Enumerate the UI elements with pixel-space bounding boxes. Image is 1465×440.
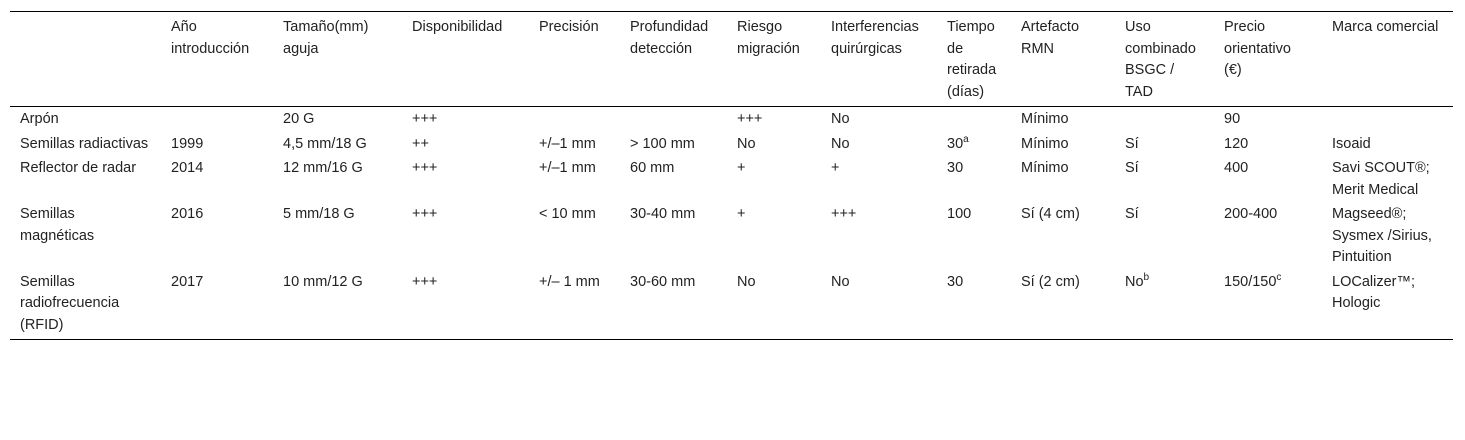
table-header: Año introducción Tamaño(mm) aguja Disponib… bbox=[10, 12, 1453, 107]
table-cell: 4,5 mm/18 G bbox=[283, 135, 367, 152]
table-cell: No bbox=[831, 111, 850, 127]
table-cell: 30a bbox=[937, 131, 1011, 156]
footnote-mark: b bbox=[1143, 271, 1150, 283]
table-cell bbox=[620, 107, 727, 131]
table-row: Arpón 20 G +++ +++ No Mínimo 90 bbox=[10, 107, 1453, 131]
table-cell: > 100 mm bbox=[630, 135, 695, 152]
table-cell: 100 bbox=[947, 206, 972, 222]
table-cell: Savi SCOUT®; Merit Medical bbox=[1332, 160, 1430, 198]
table-cell: 30 bbox=[947, 160, 964, 176]
table-cell: No bbox=[737, 135, 756, 152]
footnote-mark: a bbox=[963, 133, 969, 145]
table-cell: 2017 bbox=[171, 273, 204, 290]
table-cell: Sí bbox=[1125, 206, 1139, 222]
table-cell: 20 G bbox=[283, 111, 315, 127]
table-cell: + bbox=[831, 160, 840, 176]
table-cell: LOCalizer™; Hologic bbox=[1332, 273, 1415, 312]
table-cell: No bbox=[831, 135, 850, 152]
table-cell bbox=[161, 107, 273, 131]
table-cell: 12 mm/16 G bbox=[283, 160, 363, 176]
table-cell: +++ bbox=[412, 206, 438, 222]
header-cell: Interferencias quirúrgicas bbox=[831, 19, 919, 57]
table-row: Semillas radiofrecuencia (RFID) 2017 10 mm… bbox=[10, 269, 1453, 340]
table-cell: 30 bbox=[947, 273, 964, 290]
table-cell: Sí bbox=[1125, 160, 1139, 176]
table-cell: 1999 bbox=[171, 135, 204, 152]
table-body: Arpón 20 G +++ +++ No Mínimo 90 Semillas radiac… bbox=[10, 107, 1453, 340]
table-cell: 10 mm/12 G bbox=[283, 273, 363, 290]
table-cell: ++ bbox=[412, 135, 429, 152]
table-cell: +/–1 mm bbox=[539, 160, 596, 176]
table-cell: 30-60 mm bbox=[630, 273, 696, 290]
table-cell: +/– 1 mm bbox=[539, 273, 600, 290]
comparison-table: Año introducción Tamaño(mm) aguja Disponib… bbox=[10, 11, 1453, 340]
table-cell: Magseed®; Sysmex /Sirius, Pintuition bbox=[1332, 206, 1432, 265]
table-cell: Sí (4 cm) bbox=[1021, 206, 1080, 222]
table-row: Reflector de radar 2014 12 mm/16 G +++ +/–1 … bbox=[10, 155, 1453, 201]
table-cell: + bbox=[737, 160, 746, 176]
header-cell: Tamaño(mm) aguja bbox=[283, 19, 369, 57]
table-cell: +/–1 mm bbox=[539, 135, 596, 152]
header-cell: Riesgo migración bbox=[737, 19, 800, 57]
table-cell: Isoaid bbox=[1332, 135, 1371, 152]
table-cell: 400 bbox=[1224, 160, 1249, 176]
header-cell: Tiempo de retirada (días) bbox=[947, 19, 997, 100]
header-cell: Precisión bbox=[539, 19, 599, 35]
table-cell: Mínimo bbox=[1021, 135, 1069, 152]
table-cell: No bbox=[831, 273, 850, 290]
row-label: Semillas magnéticas bbox=[20, 206, 95, 244]
table-cell: Nob bbox=[1115, 269, 1214, 340]
table-cell: 2014 bbox=[171, 160, 204, 176]
table-cell: 200-400 bbox=[1224, 206, 1278, 222]
table-cell: +++ bbox=[831, 206, 857, 222]
row-label: Reflector de radar bbox=[20, 160, 137, 176]
table-row: Semillas radiactivas 1999 4,5 mm/18 G ++ +/–… bbox=[10, 131, 1453, 156]
header-cell: Marca comercial bbox=[1332, 19, 1439, 35]
row-label: Semillas radiofrecuencia (RFID) bbox=[20, 273, 120, 333]
header-cell: Año introducción bbox=[171, 19, 250, 57]
table-cell: 2016 bbox=[171, 206, 204, 222]
cell-text: 150/150 bbox=[1224, 273, 1277, 290]
row-label: Semillas radiactivas bbox=[20, 135, 149, 152]
table-cell: Mínimo bbox=[1021, 160, 1069, 176]
header-cell bbox=[10, 12, 161, 107]
table-cell: + bbox=[737, 206, 746, 222]
table-cell: Mínimo bbox=[1021, 111, 1069, 127]
table-cell: +++ bbox=[412, 111, 438, 127]
header-cell: Precio orientativo (€) bbox=[1224, 19, 1291, 78]
cell-text: No bbox=[1125, 273, 1144, 290]
table-cell bbox=[1115, 107, 1214, 131]
header-row: Año introducción Tamaño(mm) aguja Disponib… bbox=[10, 12, 1453, 107]
header-cell: Uso combinado BSGC / TAD bbox=[1125, 19, 1196, 100]
table-cell: No bbox=[737, 273, 756, 290]
table-cell bbox=[529, 107, 620, 131]
table-cell: < 10 mm bbox=[539, 206, 596, 222]
table-cell: 60 mm bbox=[630, 160, 675, 176]
table-cell: 120 bbox=[1224, 135, 1249, 152]
header-cell: Artefacto RMN bbox=[1021, 19, 1080, 57]
table-cell: Sí bbox=[1125, 135, 1139, 152]
table-cell bbox=[1322, 107, 1453, 131]
table-row: Semillas magnéticas 2016 5 mm/18 G +++ < 10 … bbox=[10, 201, 1453, 269]
table-cell: 90 bbox=[1224, 111, 1241, 127]
cell-text: 30 bbox=[947, 135, 964, 152]
page: Año introducción Tamaño(mm) aguja Disponib… bbox=[0, 11, 1465, 440]
table-cell: 5 mm/18 G bbox=[283, 206, 355, 222]
table-cell: 30-40 mm bbox=[630, 206, 696, 222]
header-cell: Disponibilidad bbox=[412, 19, 503, 35]
table-cell: +++ bbox=[737, 111, 763, 127]
footnote-mark: c bbox=[1276, 271, 1282, 283]
header-cell: Profundidad detección bbox=[630, 19, 709, 57]
table-cell: 150/150c bbox=[1214, 269, 1322, 340]
table-cell: Sí (2 cm) bbox=[1021, 273, 1080, 290]
table-cell: +++ bbox=[412, 160, 438, 176]
table-cell: +++ bbox=[412, 273, 438, 290]
table-cell bbox=[937, 107, 1011, 131]
row-label: Arpón bbox=[20, 111, 59, 127]
